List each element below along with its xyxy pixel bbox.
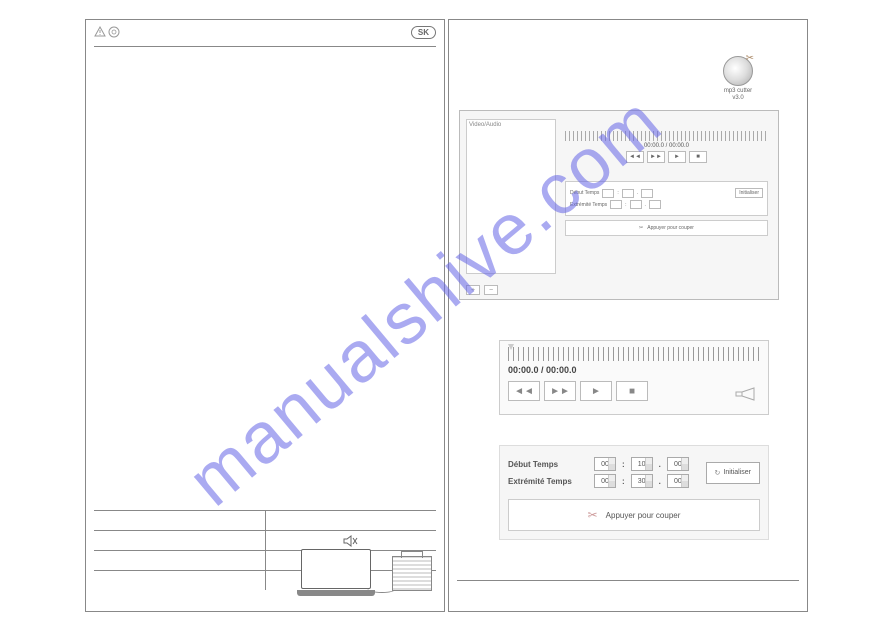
debut-hour-input[interactable]: 00 [594,457,616,471]
speaker-icon [734,386,758,402]
playbar-panel: 00:00.0 / 00:00.0 ◄◄ ►► ► ■ [499,340,769,415]
mini-spin[interactable] [630,200,642,209]
mini-spin[interactable] [641,189,653,198]
mini-add-button[interactable]: + [466,285,480,295]
laptop-icon [297,549,375,599]
sidebar-title: Video/Audio [467,120,555,130]
time-range-panel: Début Temps 00 : 10 . 00 Extrémité Temps… [499,445,769,540]
stop-button[interactable]: ■ [616,381,648,401]
playbar-ruler[interactable] [508,347,760,361]
mini-footer: + − [466,285,498,295]
mini-spin[interactable] [649,200,661,209]
fin-label: Extrémité Temps [508,477,588,486]
mini-spin[interactable] [602,189,614,198]
mini-fin-label: Extrémité Temps [570,202,607,208]
disc-icon [723,56,753,86]
laptop-diagram [297,546,432,601]
init-button[interactable]: Initialiser [706,462,761,484]
play-button[interactable]: ► [580,381,612,401]
debut-min-input[interactable]: 10 [631,457,653,471]
mini-spin[interactable] [622,189,634,198]
mini-cut-label: Appuyer pour couper [647,225,694,231]
mini-stop-button[interactable]: ■ [689,151,707,163]
cut-button[interactable]: ✂ Appuyer pour couper [508,499,760,531]
fin-min-input[interactable]: 30 [631,474,653,488]
mini-init-button[interactable]: Initialiser [735,188,763,198]
circle-icon [108,26,120,38]
app-desktop-icon[interactable]: mp3 cutter v3.0 [719,56,757,102]
file-sidebar[interactable]: Video/Audio [466,119,556,274]
left-page: SK [85,19,445,612]
mini-forward-button[interactable]: ►► [647,151,665,163]
app-icon-label: mp3 cutter v3.0 [719,88,757,102]
scissors-icon: ✂ [588,508,598,522]
mini-cut-panel[interactable]: ✂ Appuyer pour couper [565,220,768,236]
fin-hour-input[interactable]: 00 [594,474,616,488]
mini-time-panel: Début Temps :. Initialiser Extrémité Tem… [565,181,768,216]
mini-rewind-button[interactable]: ◄◄ [626,151,644,163]
mini-ruler[interactable] [565,131,768,141]
mini-remove-button[interactable]: − [484,285,498,295]
header-rule [94,46,436,47]
device-icon [392,556,432,591]
app-window: Video/Audio 00:00.0 / 00:00.0 ◄◄ ►► ► ■ … [459,110,779,300]
footer-rule [457,580,799,581]
header-icons [94,26,120,38]
cut-label: Appuyer pour couper [606,511,681,520]
right-page: mp3 cutter v3.0 Video/Audio 00:00.0 / 00… [448,19,808,612]
rewind-button[interactable]: ◄◄ [508,381,540,401]
mini-timecode: 00:00.0 / 00:00.0 [565,143,768,149]
warning-icon [94,26,106,38]
scissors-icon: ✂ [639,225,643,231]
sk-badge: SK [411,26,436,39]
debut-sec-input[interactable]: 00 [667,457,689,471]
mini-debut-label: Début Temps [570,190,599,196]
playbar-timecode: 00:00.0 / 00:00.0 [508,365,760,375]
debut-label: Début Temps [508,460,588,469]
mini-play-controls: ◄◄ ►► ► ■ [565,151,768,163]
mini-spin[interactable] [610,200,622,209]
mini-play-button[interactable]: ► [668,151,686,163]
forward-button[interactable]: ►► [544,381,576,401]
fin-sec-input[interactable]: 00 [667,474,689,488]
